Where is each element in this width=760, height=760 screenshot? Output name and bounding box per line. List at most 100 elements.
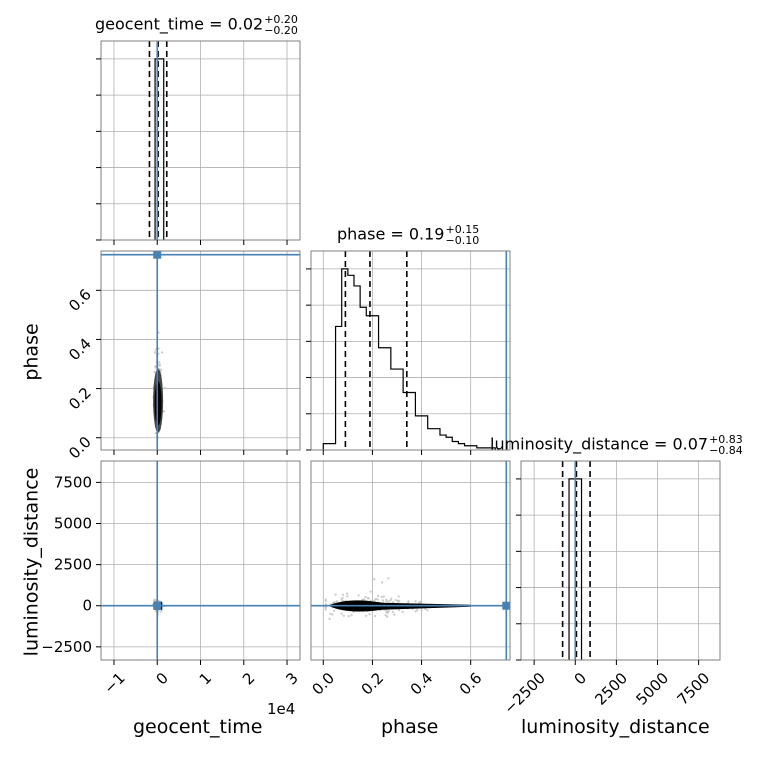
scatter-point — [365, 614, 368, 617]
scatter-point — [381, 599, 385, 602]
x-tick-label-geocent_time: 3 — [282, 669, 301, 688]
scatter-point — [382, 595, 385, 598]
xlabel-geocent-time: geocent_time — [133, 716, 263, 738]
title-geocent-time-value: 0.02 — [227, 14, 264, 34]
title-phase: phase = 0.19 +0.15 −0.10 — [337, 223, 480, 247]
scatter-point — [347, 615, 350, 618]
scatter-point — [426, 609, 429, 612]
panel-frame-phase-phase — [310, 250, 511, 451]
x-tick-label-phase: 0.6 — [456, 669, 486, 699]
scatter-point — [346, 595, 349, 598]
title-luminosity-distance-minus: −0.84 — [709, 444, 743, 457]
ylabel-phase: phase — [20, 323, 43, 381]
title-phase-name: phase — [337, 224, 386, 244]
scatter-point — [332, 609, 336, 613]
y-tick-label-luminosity_distance: 7500 — [54, 473, 92, 491]
scatter-point — [340, 612, 343, 615]
scatter-point — [328, 617, 331, 620]
scatter-point — [414, 610, 417, 613]
title-geocent-time-name: geocent_time — [95, 14, 204, 34]
title-phase-plus: +0.15 — [445, 223, 480, 236]
scatter-point — [387, 577, 390, 580]
y-tick-label-luminosity_distance: 2500 — [54, 556, 92, 574]
scatter-point — [157, 364, 160, 367]
scatter-point — [154, 598, 157, 602]
scatter-point — [397, 609, 401, 612]
scatter-point — [369, 590, 372, 593]
x-tick-label-luminosity_distance: 5000 — [633, 669, 673, 709]
scatter-point — [341, 593, 345, 596]
panel-content-geocent_time-geocent_time — [101, 41, 300, 240]
scatter-point — [373, 599, 376, 602]
ylabel-luminosity-distance: luminosity_distance — [20, 467, 43, 657]
x-tick-label-luminosity_distance: −2500 — [500, 669, 549, 718]
histogram-geocent_time — [154, 58, 165, 240]
panel-content-luminosity_distance-geocent_time — [101, 461, 300, 660]
scatter-point — [397, 595, 400, 598]
scatter-point — [324, 599, 327, 603]
scatter-point — [342, 614, 345, 617]
scatter-point — [329, 612, 332, 615]
scatter-point — [384, 598, 388, 601]
y-tick-label-phase: 0.6 — [65, 285, 95, 315]
scatter-point — [324, 603, 328, 606]
scatter-point — [377, 594, 380, 598]
offset-text-geocent-time: 1e4 — [267, 700, 296, 718]
scatter-point — [385, 611, 388, 614]
x-tick-label-geocent_time: 1 — [196, 669, 215, 688]
scatter-point — [407, 600, 410, 604]
scatter-point — [380, 595, 383, 599]
scatter-point — [364, 595, 367, 599]
panel-content-luminosity_distance-phase — [311, 461, 510, 660]
scatter-point — [334, 593, 337, 596]
truth-marker — [153, 251, 162, 259]
title-luminosity-distance-value: 0.07 — [672, 434, 709, 454]
x-tick-label-luminosity_distance: 0 — [571, 669, 590, 688]
panel-frame-luminosity_distance-luminosity_distance — [520, 460, 721, 661]
truth-marker — [153, 601, 162, 610]
scatter-point — [386, 615, 389, 618]
scatter-point — [424, 607, 427, 611]
x-tick-label-luminosity_distance: 2500 — [591, 669, 631, 709]
scatter-point — [367, 596, 370, 600]
scatter-point — [374, 597, 377, 601]
y-tick-label-phase: 0.0 — [65, 433, 95, 463]
scatter-point — [390, 597, 393, 600]
title-phase-value: 0.19 — [408, 224, 445, 244]
panel-content-phase-geocent_time — [101, 251, 300, 450]
scatter-point — [153, 351, 157, 354]
xlabel-phase: phase — [381, 716, 439, 738]
scatter-point — [350, 614, 353, 617]
scatter-point — [341, 596, 344, 599]
title-luminosity-distance: luminosity_distance = 0.07 +0.83 −0.84 — [490, 433, 743, 457]
scatter-point — [331, 613, 334, 616]
scatter-point — [393, 613, 396, 616]
scatter-point — [324, 608, 327, 611]
scatter-point — [414, 600, 417, 603]
x-tick-label-luminosity_distance: 7500 — [674, 669, 714, 709]
histogram-phase — [322, 268, 496, 450]
truth-marker — [502, 601, 510, 610]
density-contour-inner — [154, 381, 162, 426]
scatter-point — [380, 581, 384, 584]
scatter-point — [153, 370, 156, 374]
scatter-point — [368, 613, 371, 616]
scatter-point — [394, 598, 397, 602]
scatter-point — [376, 598, 379, 601]
x-tick-label-geocent_time: 2 — [239, 669, 258, 688]
scatter-point — [159, 368, 163, 371]
title-phase-minus: −0.10 — [445, 234, 480, 247]
scatter-point — [389, 599, 392, 602]
x-tick-label-geocent_time: −1 — [100, 669, 128, 697]
title-geocent-time: geocent_time = 0.02 +0.20 −0.20 — [95, 13, 298, 37]
scatter-point — [373, 614, 377, 618]
panel-content-luminosity_distance-luminosity_distance — [521, 461, 720, 660]
scatter-point — [333, 600, 336, 604]
title-luminosity-distance-name: luminosity_distance — [490, 434, 649, 454]
panel-frame-luminosity_distance-phase — [310, 460, 511, 661]
scatter-point — [391, 601, 394, 604]
scatter-point — [387, 600, 390, 603]
scatter-point — [396, 599, 400, 603]
title-geocent-time-plus: +0.20 — [264, 13, 298, 26]
scatter-point — [391, 610, 394, 614]
